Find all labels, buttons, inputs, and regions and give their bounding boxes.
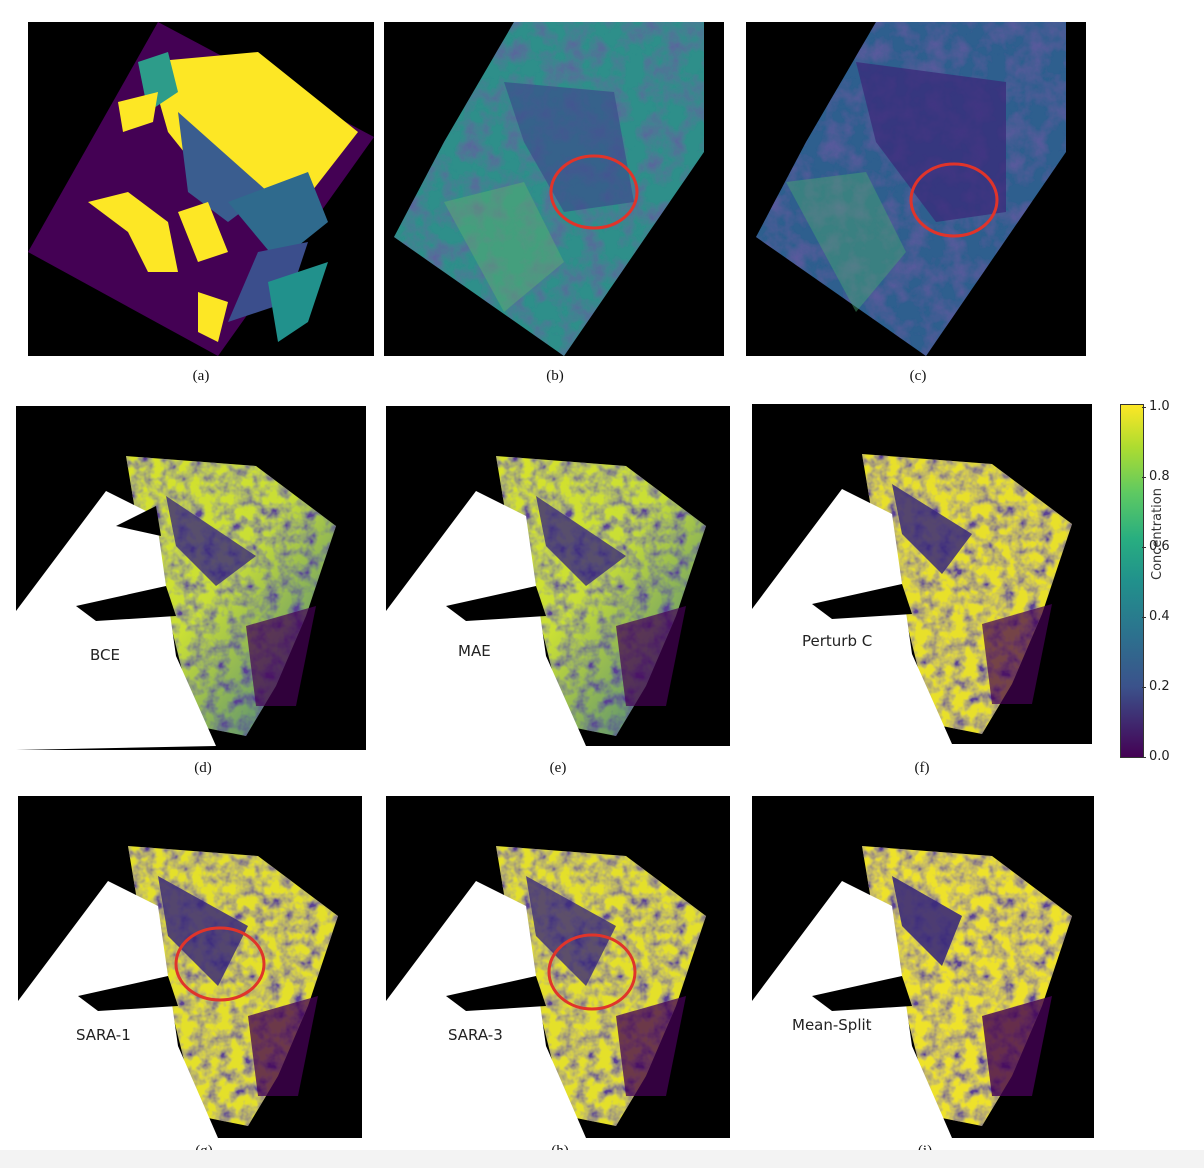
method-label-e: MAE: [458, 642, 491, 660]
prediction-map-e: [386, 456, 706, 746]
highlight-circle-h: [547, 933, 637, 1011]
colorbar-tick-0-0: 0.0: [1142, 749, 1170, 764]
prediction-map-i: [752, 846, 1072, 1138]
bottom-strip: [0, 1150, 1204, 1168]
caption-d: (d): [194, 760, 212, 776]
method-label-i: Mean-Split: [792, 1016, 872, 1034]
panel-c: [746, 22, 1086, 356]
highlight-circle-c: [909, 162, 999, 238]
highlight-circle-g: [174, 926, 266, 1002]
caption-b: (b): [546, 368, 564, 384]
panel-i: [752, 796, 1094, 1138]
panel-e: [386, 406, 730, 746]
colorbar-tick-0-2: 0.2: [1142, 679, 1170, 694]
colorbar-tick-1-0: 1.0: [1142, 399, 1170, 414]
panel-b: [384, 22, 724, 356]
caption-c: (c): [909, 368, 927, 384]
panel-a: [28, 22, 374, 356]
sar-image-c: [756, 22, 1066, 356]
prediction-map-g: [18, 846, 338, 1138]
panel-f: [752, 404, 1092, 744]
caption-f: (f): [914, 760, 930, 776]
panel-h: [386, 796, 730, 1138]
colorbar-title: Concentration: [1150, 488, 1165, 580]
colorbar-tick-0-4: 0.4: [1142, 609, 1170, 624]
colorbar-tick-0-8: 0.8: [1142, 469, 1170, 484]
ice-chart-map-a: [28, 22, 374, 356]
method-label-g: SARA-1: [76, 1026, 131, 1044]
method-label-h: SARA-3: [448, 1026, 503, 1044]
panel-d: [16, 406, 366, 750]
prediction-map-f: [752, 454, 1072, 744]
prediction-map-h: [386, 846, 706, 1138]
method-label-f: Perturb C: [802, 632, 873, 650]
colorbar: [1120, 404, 1144, 758]
sar-image-b: [394, 22, 704, 356]
caption-e: (e): [549, 760, 567, 776]
highlight-circle-b: [549, 154, 639, 230]
prediction-map-d: [16, 456, 336, 750]
method-label-d: BCE: [90, 646, 120, 664]
caption-a: (a): [192, 368, 210, 384]
panel-g: [18, 796, 362, 1138]
colorbar-tick-0-6: 0.6: [1142, 539, 1170, 554]
